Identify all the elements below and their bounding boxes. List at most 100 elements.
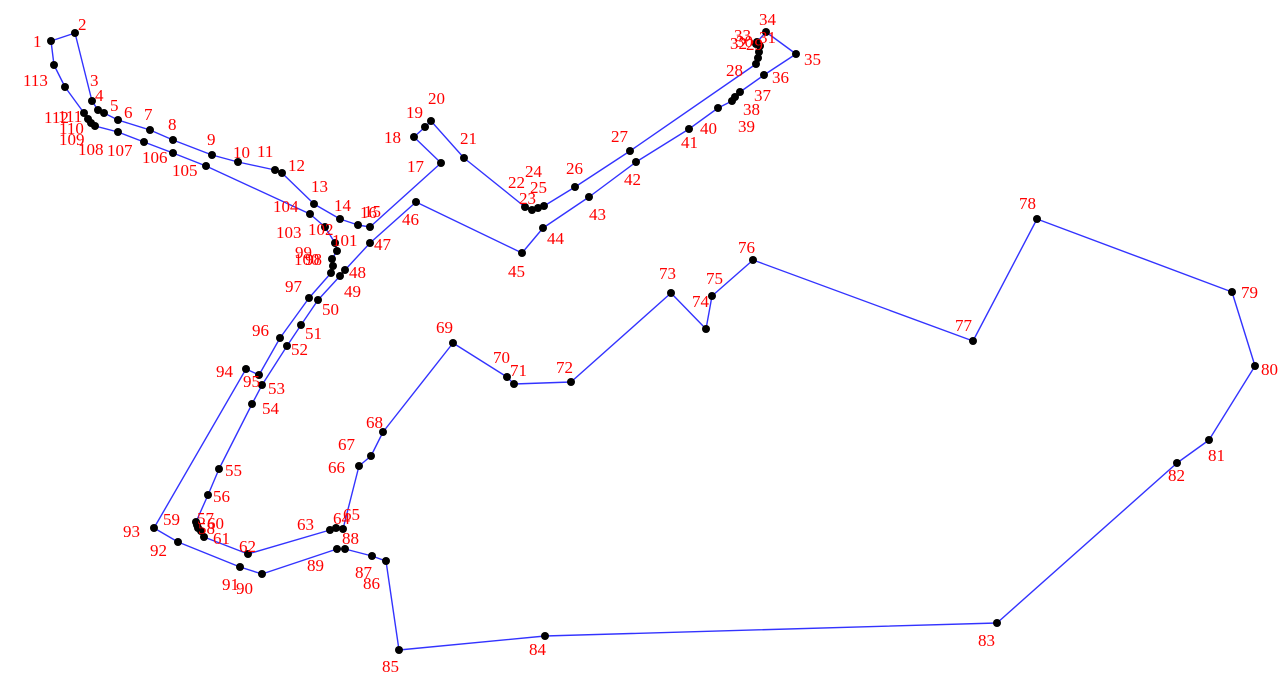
vertex-point — [310, 200, 318, 208]
vertex-label: 49 — [344, 282, 361, 301]
vertex-label: 89 — [307, 556, 324, 575]
vertex-label: 76 — [738, 238, 755, 257]
vertex-label: 58 — [198, 519, 215, 538]
vertex-point — [200, 533, 208, 541]
vertex-label: 81 — [1208, 446, 1225, 465]
vertex-label: 26 — [566, 159, 583, 178]
vertex-point — [341, 266, 349, 274]
vertex-label: 105 — [172, 161, 198, 180]
vertex-label: 52 — [291, 340, 308, 359]
vertex-point — [1173, 459, 1181, 467]
vertex-label: 73 — [659, 264, 676, 283]
vertex-label: 90 — [236, 579, 253, 598]
vertex-point — [708, 292, 716, 300]
vertex-label: 75 — [706, 269, 723, 288]
vertex-label: 71 — [510, 361, 527, 380]
vertex-label: 27 — [611, 127, 629, 146]
vertex-label: 92 — [150, 541, 167, 560]
vertex-label: 44 — [547, 229, 565, 248]
vertex-point — [521, 203, 529, 211]
vertex-label: 48 — [349, 263, 366, 282]
vertex-label: 22 — [508, 173, 525, 192]
vertex-label: 8 — [168, 115, 177, 134]
vertex-label: 109 — [59, 130, 85, 149]
vertex-point — [88, 97, 96, 105]
vertex-label: 46 — [402, 210, 419, 229]
vertex-point — [202, 162, 210, 170]
vertex-point — [332, 524, 340, 532]
vertex-label: 87 — [355, 563, 373, 582]
vertex-point — [762, 28, 770, 36]
vertex-label: 13 — [311, 177, 328, 196]
vertex-label: 14 — [334, 196, 352, 215]
vertex-label: 103 — [276, 223, 302, 242]
vertex-label: 91 — [222, 575, 239, 594]
vertex-point — [84, 115, 92, 123]
vertex-point — [331, 239, 339, 247]
vertex-point — [354, 221, 362, 229]
vertex-label: 85 — [382, 657, 399, 675]
vertex-label: 102 — [308, 220, 334, 239]
vertex-point — [61, 83, 69, 91]
vertex-point — [333, 545, 341, 553]
vertex-label: 18 — [384, 128, 401, 147]
vertex-label: 107 — [107, 141, 133, 160]
vertex-label: 42 — [624, 170, 641, 189]
vertex-point — [314, 296, 322, 304]
vertex-label: 56 — [213, 487, 230, 506]
vertex-point — [50, 61, 58, 69]
vertex-point — [321, 223, 329, 231]
vertex-label: 30 — [736, 32, 753, 51]
vertex-point — [215, 465, 223, 473]
vertex-label: 94 — [216, 362, 234, 381]
vertex-label: 53 — [268, 379, 285, 398]
vertex-point — [276, 334, 284, 342]
vertex-point — [140, 138, 148, 146]
vertex-point — [510, 380, 518, 388]
vertex-label: 110 — [59, 119, 84, 138]
vertex-label: 69 — [436, 318, 453, 337]
vertex-label: 17 — [407, 157, 425, 176]
vertex-point — [208, 151, 216, 159]
vertex-label: 20 — [428, 89, 445, 108]
vertex-label: 43 — [589, 205, 606, 224]
vertex-point — [382, 557, 390, 565]
vertex-point — [993, 619, 1001, 627]
vertex-label: 99 — [295, 243, 312, 262]
vertex-point — [169, 149, 177, 157]
vertex-label: 112 — [44, 108, 69, 127]
vertex-label: 40 — [700, 119, 717, 138]
vertex-point — [421, 123, 429, 131]
vertex-label: 60 — [207, 514, 224, 533]
vertex-label: 80 — [1261, 360, 1278, 379]
vertex-point — [236, 563, 244, 571]
vertex-point — [1251, 362, 1259, 370]
vertex-point — [366, 223, 374, 231]
vertex-label: 51 — [305, 324, 322, 343]
vertex-point — [306, 210, 314, 218]
vertex-label: 38 — [743, 100, 760, 119]
vertex-point — [792, 50, 800, 58]
vertex-point — [585, 193, 593, 201]
vertex-label: 72 — [556, 358, 573, 377]
vertex-label: 35 — [804, 50, 821, 69]
vertex-label: 86 — [363, 574, 380, 593]
vertex-label: 67 — [338, 435, 356, 454]
vertex-point — [197, 527, 205, 535]
vertex-point — [278, 169, 286, 177]
vertex-label: 23 — [519, 189, 536, 208]
vertex-point — [427, 117, 435, 125]
vertex-point — [518, 249, 526, 257]
vertex-label: 100 — [294, 250, 320, 269]
vertex-label: 55 — [225, 461, 242, 480]
vertex-label: 28 — [726, 61, 743, 80]
vertex-point — [204, 491, 212, 499]
vertex-label: 16 — [360, 203, 377, 222]
vertex-point — [258, 381, 266, 389]
vertex-label: 9 — [207, 130, 216, 149]
vertex-label: 57 — [197, 509, 215, 528]
vertex-label: 59 — [163, 510, 180, 529]
vertex-point — [327, 269, 335, 277]
vertex-label: 39 — [738, 117, 755, 136]
